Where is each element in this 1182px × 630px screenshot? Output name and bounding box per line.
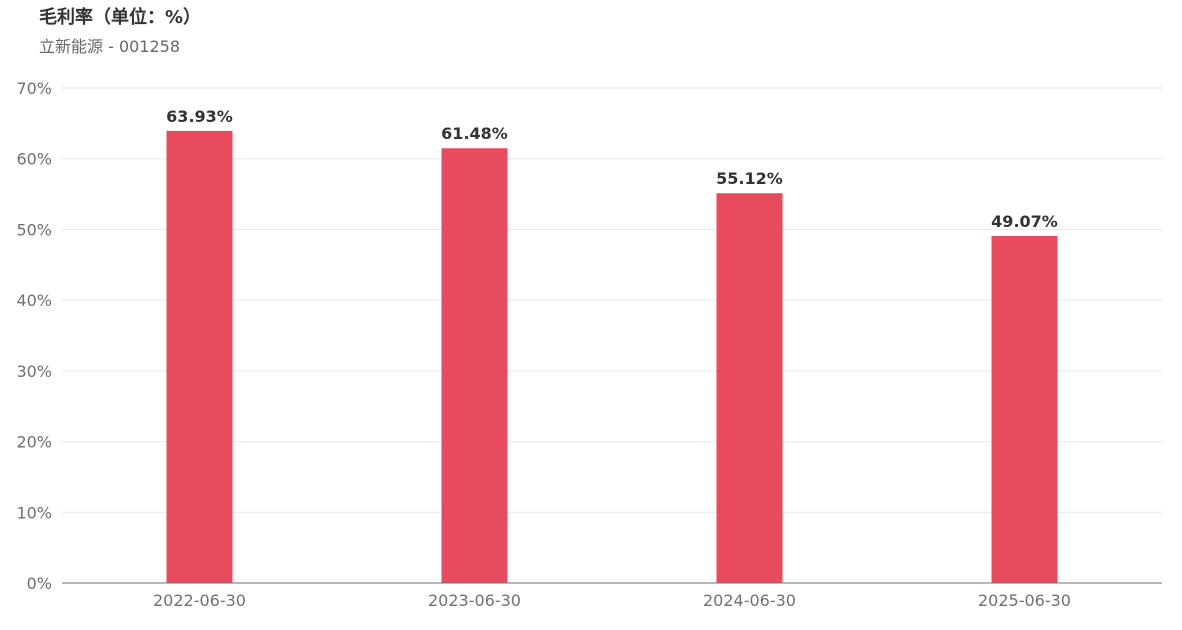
bar-value-label: 55.12% (716, 169, 783, 188)
bars (166, 130, 1058, 584)
bar-value-label: 49.07% (991, 212, 1058, 231)
bar-value-label: 63.93% (166, 107, 233, 126)
grid-lines (62, 87, 1162, 513)
x-tick-label: 2025-06-30 (978, 591, 1071, 610)
y-axis-ticks: 0% 10% 20% 30% 40% 50% 60% 70% (16, 79, 52, 593)
y-tick-label: 50% (16, 220, 52, 239)
y-tick-label: 70% (16, 79, 52, 98)
chart-title: 毛利率（单位：%） (39, 7, 202, 28)
y-tick-label: 60% (16, 150, 52, 169)
x-tick-label: 2024-06-30 (703, 591, 796, 610)
bar[interactable] (991, 236, 1058, 583)
x-tick-label: 2022-06-30 (153, 591, 246, 610)
data-labels: 63.93% 61.48% 55.12% 49.07% (166, 107, 1058, 231)
y-tick-label: 10% (16, 503, 52, 522)
bar[interactable] (716, 193, 783, 584)
x-tick-label: 2023-06-30 (428, 591, 521, 610)
bar[interactable] (441, 148, 508, 583)
bar-value-label: 61.48% (441, 124, 508, 143)
y-tick-label: 0% (27, 574, 52, 593)
chart-subtitle: 立新能源 - 001258 (39, 37, 181, 56)
y-tick-label: 30% (16, 362, 52, 381)
bar[interactable] (166, 130, 233, 583)
x-axis-ticks: 2022-06-30 2023-06-30 2024-06-30 2025-06-30 (153, 591, 1071, 610)
y-tick-label: 40% (16, 291, 52, 310)
y-tick-label: 20% (16, 433, 52, 452)
